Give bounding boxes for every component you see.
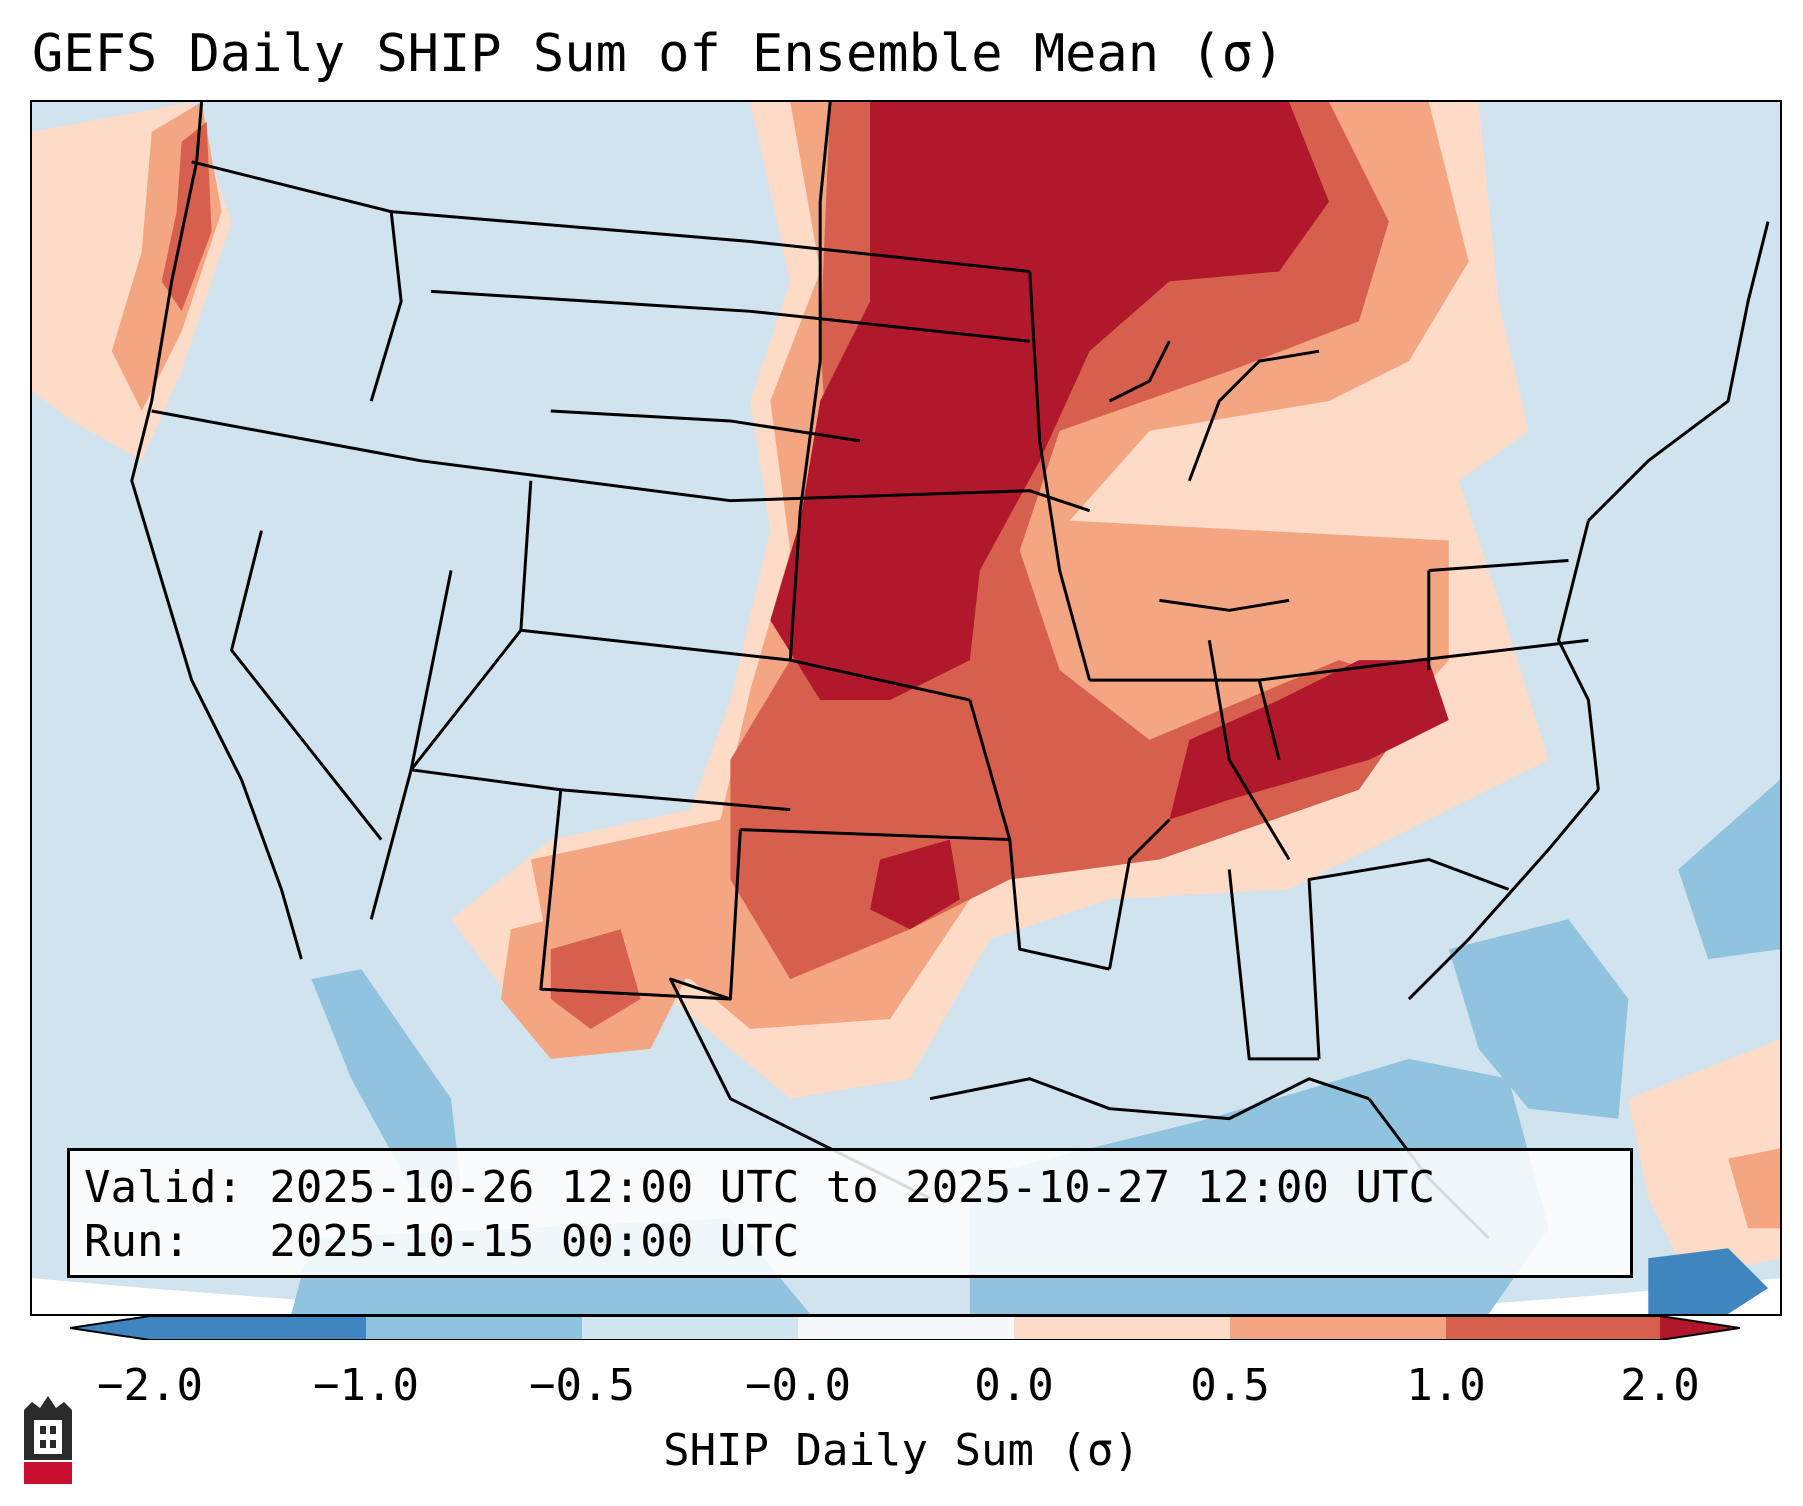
valid-time-text: Valid: 2025-10-26 12:00 UTC to 2025-10-2… [84,1162,1436,1213]
chart-title: GEFS Daily SHIP Sum of Ensemble Mean (σ) [32,24,1285,84]
projection-corner-left [32,1278,631,1314]
colorbar-tick-label: −0.5 [529,1360,635,1411]
anomaly-oklahoma-max [870,839,960,930]
colorbar-segment-6 [1230,1316,1446,1340]
colorbar-tick-label: 0.5 [1190,1360,1270,1411]
map-panel [30,100,1782,1316]
colorbar-segment-2 [366,1316,582,1340]
colorbar-segment-1 [150,1316,366,1340]
colorbar-tick-label: −1.0 [313,1360,419,1411]
niu-logo-icon [24,1396,72,1484]
colorbar-segment-4 [798,1316,1014,1340]
anomaly-central-max [770,102,1330,701]
colorbar [70,1316,1740,1340]
validity-info-box: Valid: 2025-10-26 12:00 UTC to 2025-10-2… [67,1148,1633,1278]
colorbar-tick-labels: −2.0 −1.0 −0.5 −0.0 0.0 0.5 1.0 2.0 [0,1360,1803,1420]
anomaly-atlantic-cool [1448,919,1629,1119]
colorbar-segment-3 [582,1316,798,1340]
colorbar-axis-label: SHIP Daily Sum (σ) [663,1425,1140,1476]
anomaly-caribbean [1628,1038,1780,1279]
colorbar-segment-7 [1446,1316,1660,1340]
run-time-text: Run: 2025-10-15 00:00 UTC [84,1216,800,1267]
anomaly-ohio-valley-max [1169,660,1449,820]
anomaly-atlantic-east-cool [1678,779,1780,960]
colorbar-tick-label: 2.0 [1620,1360,1700,1411]
anomaly-southwest-core [550,929,641,1029]
colorbar-extend-low [70,1316,150,1340]
colorbar-tick-label: 1.0 [1406,1360,1486,1411]
state-borders [130,102,1770,1240]
anomaly-cuba-strong-cool [1648,1248,1769,1314]
colorbar-tick-label: −2.0 [97,1360,203,1411]
map-svg [32,102,1780,1314]
colorbar-segment-5 [1014,1316,1230,1340]
anomaly-caribbean-core [1728,1148,1780,1229]
anomaly-baja-cool [311,969,462,1189]
projection-corner-right [1229,1278,1780,1314]
colorbar-tick-label: 0.0 [974,1360,1054,1411]
colorbar-extend-high [1660,1316,1740,1340]
colorbar-tick-label: −0.0 [745,1360,851,1411]
